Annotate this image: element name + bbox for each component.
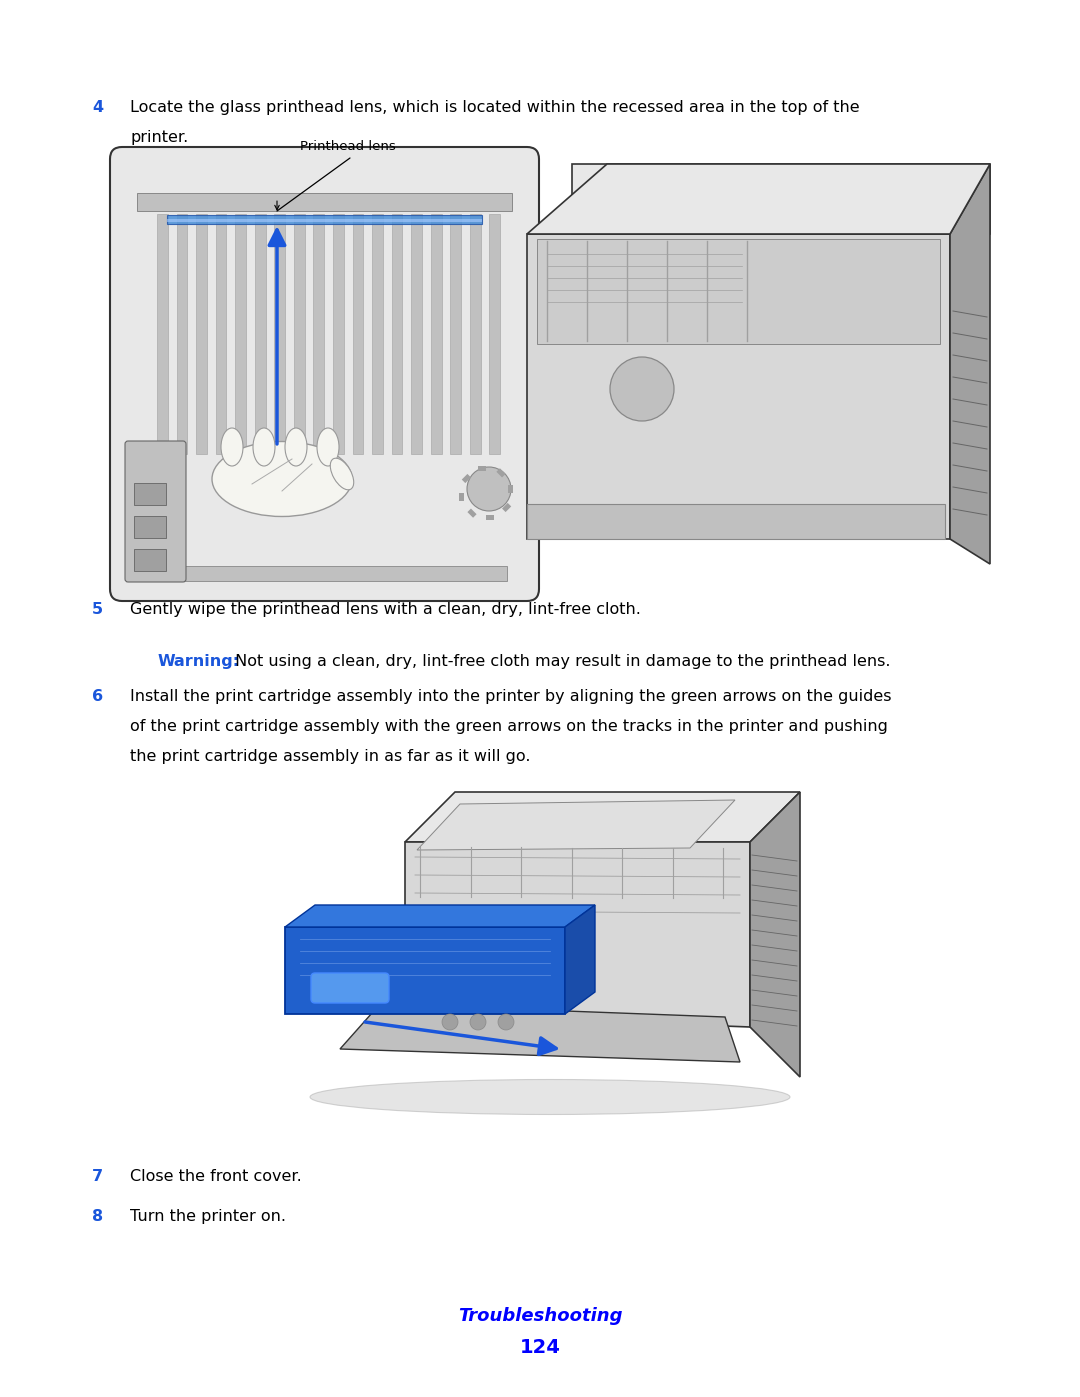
Bar: [537, 239, 940, 344]
Text: 7: 7: [92, 1169, 103, 1185]
Text: Printhead lens: Printhead lens: [300, 140, 395, 154]
Bar: [167, 215, 482, 224]
Bar: [157, 214, 167, 454]
Ellipse shape: [310, 1080, 789, 1115]
Text: 6: 6: [92, 689, 103, 704]
FancyBboxPatch shape: [527, 504, 945, 539]
Text: 124: 124: [519, 1338, 561, 1356]
Bar: [470, 214, 481, 454]
Bar: [134, 483, 166, 504]
Bar: [373, 214, 383, 454]
Bar: [141, 566, 507, 581]
Text: 4: 4: [92, 101, 103, 115]
Ellipse shape: [318, 427, 339, 467]
FancyBboxPatch shape: [311, 972, 389, 1003]
Bar: [333, 214, 343, 454]
Bar: [274, 214, 285, 454]
Text: Locate the glass printhead lens, which is located within the recessed area in th: Locate the glass printhead lens, which i…: [130, 101, 860, 115]
Bar: [431, 214, 442, 454]
Polygon shape: [405, 792, 800, 842]
Ellipse shape: [330, 458, 354, 490]
Bar: [352, 214, 363, 454]
Circle shape: [467, 467, 511, 511]
Polygon shape: [950, 163, 990, 564]
Text: the print cartridge assembly in as far as it will go.: the print cartridge assembly in as far a…: [130, 749, 530, 764]
Bar: [486, 515, 495, 520]
Polygon shape: [405, 842, 750, 1027]
Bar: [137, 193, 512, 211]
Circle shape: [470, 1014, 486, 1030]
FancyBboxPatch shape: [125, 441, 186, 583]
Circle shape: [442, 1014, 458, 1030]
Text: printer.: printer.: [130, 130, 188, 145]
Text: Gently wipe the printhead lens with a clean, dry, lint-free cloth.: Gently wipe the printhead lens with a cl…: [130, 602, 640, 617]
Bar: [478, 467, 486, 471]
Bar: [313, 214, 324, 454]
Bar: [462, 474, 471, 483]
Bar: [255, 214, 266, 454]
Polygon shape: [565, 905, 595, 1014]
Text: 8: 8: [92, 1208, 103, 1224]
Ellipse shape: [253, 427, 275, 467]
Polygon shape: [527, 163, 990, 235]
Text: Close the front cover.: Close the front cover.: [130, 1169, 301, 1185]
Polygon shape: [527, 235, 950, 539]
Ellipse shape: [221, 427, 243, 467]
Bar: [468, 509, 476, 518]
Text: 5: 5: [92, 602, 103, 617]
Text: of the print cartridge assembly with the green arrows on the tracks in the print: of the print cartridge assembly with the…: [130, 719, 888, 733]
Polygon shape: [572, 163, 990, 235]
Bar: [392, 214, 403, 454]
Bar: [134, 549, 166, 571]
Bar: [459, 493, 464, 502]
Bar: [411, 214, 422, 454]
Text: Install the print cartridge assembly into the printer by aligning the green arro: Install the print cartridge assembly int…: [130, 689, 891, 704]
Bar: [167, 219, 482, 222]
Bar: [294, 214, 305, 454]
Polygon shape: [750, 792, 800, 1077]
Ellipse shape: [212, 441, 352, 517]
Text: Turn the printer on.: Turn the printer on.: [130, 1208, 286, 1224]
Bar: [450, 214, 461, 454]
Bar: [509, 485, 513, 493]
Ellipse shape: [285, 427, 307, 467]
Bar: [134, 515, 166, 538]
Text: Warning:: Warning:: [158, 654, 240, 669]
Bar: [197, 214, 207, 454]
Circle shape: [610, 358, 674, 420]
Bar: [497, 468, 505, 478]
Bar: [502, 503, 511, 513]
Circle shape: [498, 1014, 514, 1030]
Text: Troubleshooting: Troubleshooting: [458, 1308, 622, 1324]
Text: Not using a clean, dry, lint-free cloth may result in damage to the printhead le: Not using a clean, dry, lint-free cloth …: [230, 654, 891, 669]
Polygon shape: [285, 905, 595, 928]
FancyBboxPatch shape: [110, 147, 539, 601]
Polygon shape: [285, 928, 565, 1014]
Bar: [235, 214, 246, 454]
Bar: [489, 214, 500, 454]
Bar: [176, 214, 187, 454]
Polygon shape: [417, 800, 735, 849]
Polygon shape: [340, 1004, 740, 1062]
Bar: [216, 214, 227, 454]
